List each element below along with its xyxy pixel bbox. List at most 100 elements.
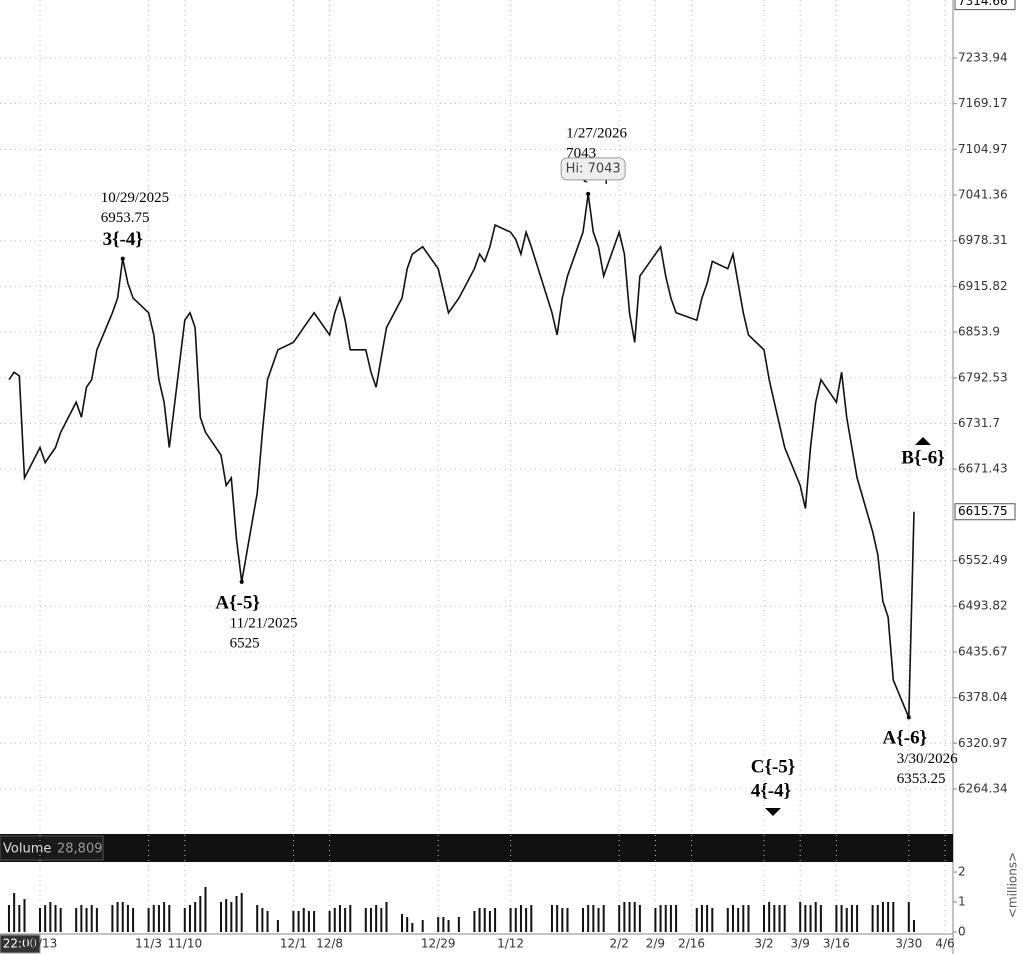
volume-bar xyxy=(582,908,584,932)
volume-bar xyxy=(163,902,166,932)
y-tick-label: 6264.34 xyxy=(958,781,1008,795)
volume-bar xyxy=(856,905,859,932)
volume-bar xyxy=(344,908,347,932)
volume-bar xyxy=(152,905,155,932)
volume-bar xyxy=(266,911,269,932)
volume-bar xyxy=(230,902,233,932)
volume-bar xyxy=(592,905,595,932)
volume-bar xyxy=(706,905,709,932)
volume-bar xyxy=(773,905,776,932)
annotation-date: 3/30/2026 xyxy=(897,751,958,767)
volume-bar xyxy=(530,905,533,932)
volume-bar xyxy=(385,902,388,932)
top-price: 7314.66 xyxy=(958,0,1008,8)
volume-bar xyxy=(664,905,667,932)
hi-bubble xyxy=(560,157,626,181)
y-tick-label: 6792.53 xyxy=(958,370,1008,384)
volume-bar xyxy=(39,908,41,932)
volume-bar xyxy=(49,902,52,932)
x-tick-label: 1/12 xyxy=(497,937,524,951)
annotation-label: A{-6} xyxy=(883,728,928,749)
volume-bar xyxy=(188,905,191,932)
volume-bar xyxy=(349,905,352,932)
annotation-label: 3{-4} xyxy=(103,229,143,250)
volume-bar xyxy=(406,917,409,932)
x-tick-label: 3/16 xyxy=(823,937,850,951)
volume-last: 28,809 xyxy=(57,842,103,857)
annotation-price: 6953.75 xyxy=(101,210,150,226)
y-tick-label: 6915.82 xyxy=(958,279,1008,293)
last-price: 6615.75 xyxy=(958,504,1008,518)
volume-bar xyxy=(235,896,238,932)
volume-bar xyxy=(912,920,915,932)
y-tick-label: 7233.94 xyxy=(958,50,1008,64)
volume-bar xyxy=(225,899,228,932)
x-tick-label: 3/9 xyxy=(791,937,810,951)
x-tick-label: 3/30 xyxy=(895,937,922,951)
volume-bar xyxy=(183,908,186,932)
volume-bar xyxy=(819,905,822,932)
volume-bar xyxy=(194,902,197,932)
volume-bar xyxy=(509,908,512,932)
volume-bar xyxy=(561,908,564,932)
x-tick-label: 3/2 xyxy=(754,937,773,951)
x-tick-label: 4/6 xyxy=(935,937,954,951)
volume-bar xyxy=(778,905,781,932)
volume-bar xyxy=(742,905,745,932)
volume-bar xyxy=(256,905,259,932)
x-tick-label: 12/8 xyxy=(316,937,343,951)
volume-bar xyxy=(809,905,812,932)
y-tick-label: 7041.36 xyxy=(958,188,1008,202)
volume-bar xyxy=(157,905,160,932)
y-tick-label: 6552.49 xyxy=(958,553,1008,567)
volume-bar xyxy=(695,908,698,932)
volume-bar xyxy=(292,911,295,932)
annotation-price: 7043 xyxy=(566,145,596,161)
down-arrow xyxy=(765,808,781,816)
volume-bar xyxy=(75,908,78,932)
volume-bar xyxy=(768,902,771,932)
volume-bar xyxy=(566,908,569,932)
volume-bar xyxy=(80,905,83,932)
volume-bar xyxy=(556,905,559,932)
volume-bar xyxy=(519,905,522,932)
annotation-date: 11/21/2025 xyxy=(230,615,298,631)
annotation-label: A{-5} xyxy=(215,592,260,613)
volume-bar xyxy=(726,908,729,932)
volume-bar xyxy=(597,908,600,932)
volume-bar xyxy=(907,902,910,932)
volume-bar xyxy=(850,905,853,932)
volume-bar xyxy=(276,920,279,932)
x-tick-label: 2/9 xyxy=(646,937,665,951)
annotation-date: 1/27/2026 xyxy=(566,125,627,141)
volume-bar xyxy=(297,911,300,932)
y-tick-label: 6671.43 xyxy=(958,462,1008,476)
volume-bar xyxy=(240,893,243,932)
volume-bar xyxy=(44,905,47,932)
last-price-box xyxy=(954,503,1016,521)
wave-target: C{-5} xyxy=(751,756,796,777)
y-tick-label: 6731.7 xyxy=(958,416,1000,430)
volume-bar xyxy=(457,917,460,932)
volume-bar xyxy=(628,902,631,932)
volume-bar xyxy=(333,908,336,932)
volume-bar xyxy=(871,905,874,932)
volume-bar xyxy=(494,908,497,932)
x-tick-label: 11/10 xyxy=(168,937,203,951)
volume-bar xyxy=(633,902,636,932)
volume-bar xyxy=(783,905,786,932)
volume-bar xyxy=(18,905,21,932)
volume-bar xyxy=(887,902,890,932)
annotation-point xyxy=(120,256,125,261)
volume-bar xyxy=(199,896,202,932)
volume-bar xyxy=(59,908,62,932)
volume-bar xyxy=(483,908,486,932)
volume-bar xyxy=(126,905,129,932)
volume-bar xyxy=(799,902,802,932)
volume-unit: <millions> xyxy=(1006,852,1020,918)
price-line xyxy=(8,193,915,718)
y-tick-label: 7104.97 xyxy=(958,142,1008,156)
volume-bar xyxy=(85,908,88,932)
volume-bar xyxy=(659,905,662,932)
